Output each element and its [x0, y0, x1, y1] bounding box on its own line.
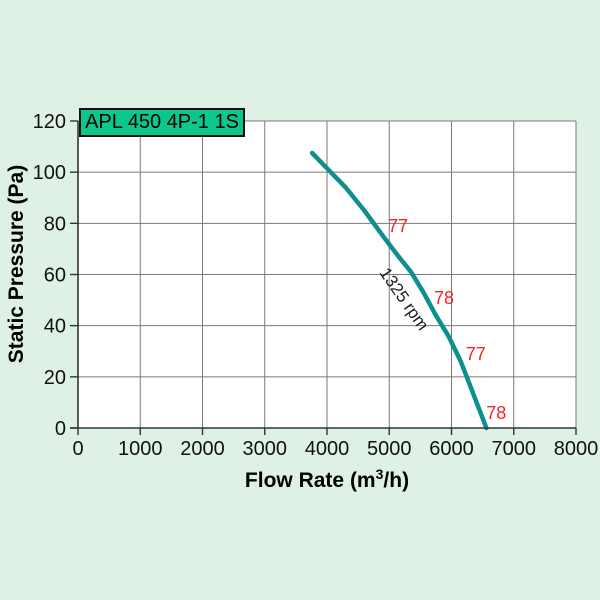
model-title: APL 450 4P-1 1S	[85, 111, 239, 133]
y-tick-label: 60	[44, 265, 66, 287]
x-tick-label: 5000	[367, 438, 412, 460]
noise-level-label: 77	[387, 215, 408, 236]
noise-level-label: 77	[465, 343, 486, 364]
y-tick-label: 40	[44, 316, 66, 338]
y-axis-title: Static Pressure (Pa)	[5, 164, 28, 364]
x-axis-title: Flow Rate (m3/h)	[244, 466, 410, 493]
x-tick-label: 1000	[118, 438, 163, 460]
x-tick-label: 6000	[429, 438, 474, 460]
noise-level-label: 78	[434, 287, 455, 308]
x-tick-label: 8000	[554, 438, 599, 460]
y-tick-label: 0	[55, 418, 66, 440]
model-title-box: APL 450 4P-1 1S	[79, 108, 245, 137]
y-tick-label: 80	[44, 213, 66, 235]
x-tick-label: 0	[72, 438, 83, 460]
fan-curve	[309, 150, 489, 431]
y-tick-label: 120	[33, 111, 66, 133]
y-tick-label: 100	[33, 162, 66, 184]
x-tick-label: 2000	[180, 438, 225, 460]
x-tick-label: 3000	[243, 438, 288, 460]
noise-level-label: 78	[486, 402, 507, 423]
x-tick-label: 4000	[305, 438, 350, 460]
x-axis-title-unit: /h)	[383, 469, 410, 492]
x-axis-title-text: Flow Rate (m	[244, 469, 376, 492]
x-tick-label: 7000	[492, 438, 537, 460]
x-axis-title-superscript: 3	[375, 466, 384, 482]
y-tick-label: 20	[44, 367, 66, 389]
